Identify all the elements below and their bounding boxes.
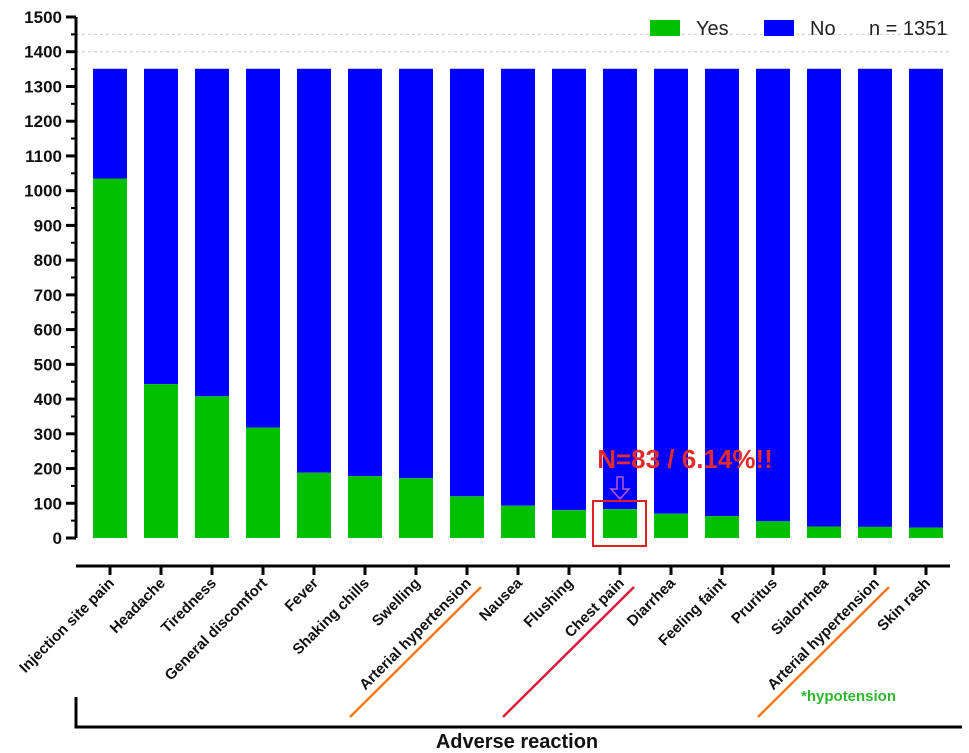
legend-label-yes: Yes	[696, 18, 729, 40]
bars	[93, 68, 943, 538]
y-axis: 0 100 200 300 400 500 600 700 800 900 1000 1100 1200…	[24, 8, 78, 548]
bar-no	[909, 68, 943, 528]
legend-swatch-yes	[650, 20, 680, 36]
strikethrough-line	[757, 586, 890, 718]
bar-yes	[603, 509, 637, 538]
bar-no	[654, 68, 688, 514]
y-tick-label: 0	[53, 529, 62, 548]
annotations: N=83 / 6.14%!! *hypotension	[349, 444, 896, 718]
bar-yes	[909, 527, 943, 538]
sample-size-label: n = 1351	[869, 18, 947, 40]
y-tick-label: 1000	[24, 182, 62, 201]
bar-yes	[807, 526, 841, 538]
bar-no	[756, 68, 790, 522]
bar-no	[501, 68, 535, 506]
legend-swatch-no	[764, 20, 794, 36]
y-tick-label: 600	[34, 321, 62, 340]
bar-no	[195, 68, 229, 397]
bar-no	[450, 68, 484, 497]
x-tick-label: Injection site pain	[16, 575, 118, 677]
bar-yes	[756, 521, 790, 538]
bar-yes	[297, 472, 331, 538]
x-tick-label: Nausea	[476, 574, 526, 624]
x-axis-title: Adverse reaction	[436, 731, 598, 753]
strikethrough-line	[349, 586, 482, 718]
bar-no	[246, 68, 280, 428]
bar-no	[603, 68, 637, 510]
y-tick-label: 400	[34, 390, 62, 409]
x-tick-label: Skin rash	[874, 575, 934, 635]
legend-label-no: No	[810, 18, 836, 40]
bar-no	[858, 68, 892, 527]
y-tick-label: 1200	[24, 112, 62, 131]
x-axis: Injection site painHeadacheTirednessGene…	[16, 564, 962, 753]
bar-yes	[399, 478, 433, 538]
x-tick-label: Fever	[282, 575, 322, 615]
axis-bracket	[74, 697, 962, 729]
gridlines	[76, 33, 950, 53]
bar-yes	[858, 526, 892, 538]
footnote-text: *hypotension	[801, 688, 896, 705]
bar-no	[807, 68, 841, 527]
y-tick-label: 900	[34, 216, 62, 235]
bar-no	[399, 68, 433, 479]
x-tick-label: General discomfort	[162, 575, 271, 684]
bar-no	[297, 68, 331, 473]
bar-no	[144, 68, 178, 385]
highlight-box	[592, 500, 647, 547]
legend: Yes No n = 1351	[650, 18, 947, 40]
bar-yes	[195, 396, 229, 538]
bar-yes	[654, 513, 688, 538]
y-tick-label: 500	[34, 355, 62, 374]
bar-yes	[450, 496, 484, 538]
y-tick-label: 200	[34, 460, 62, 479]
y-tick-label: 100	[34, 494, 62, 513]
y-tick-label: 300	[34, 425, 62, 444]
y-tick-label: 1400	[24, 43, 62, 62]
callout-text: N=83 / 6.14%!!	[597, 444, 773, 474]
bar-no	[552, 68, 586, 511]
bar-yes	[246, 427, 280, 538]
y-tick-label: 800	[34, 251, 62, 270]
bar-yes	[501, 505, 535, 538]
bar-yes	[348, 476, 382, 538]
y-tick-label: 1500	[24, 8, 62, 27]
bar-yes	[144, 384, 178, 538]
bar-no	[705, 68, 739, 517]
y-tick-label: 1100	[25, 147, 62, 166]
bar-yes	[705, 516, 739, 538]
bar-no	[93, 68, 127, 179]
bar-yes	[552, 510, 586, 538]
x-tick-label: Pruritus	[728, 575, 781, 628]
bar-no	[348, 68, 382, 477]
y-tick-label: 700	[34, 286, 62, 305]
y-tick-label: 1300	[24, 77, 62, 96]
bar-yes	[93, 178, 127, 538]
strikethrough-line	[502, 586, 635, 718]
down-arrow-icon	[609, 476, 631, 501]
